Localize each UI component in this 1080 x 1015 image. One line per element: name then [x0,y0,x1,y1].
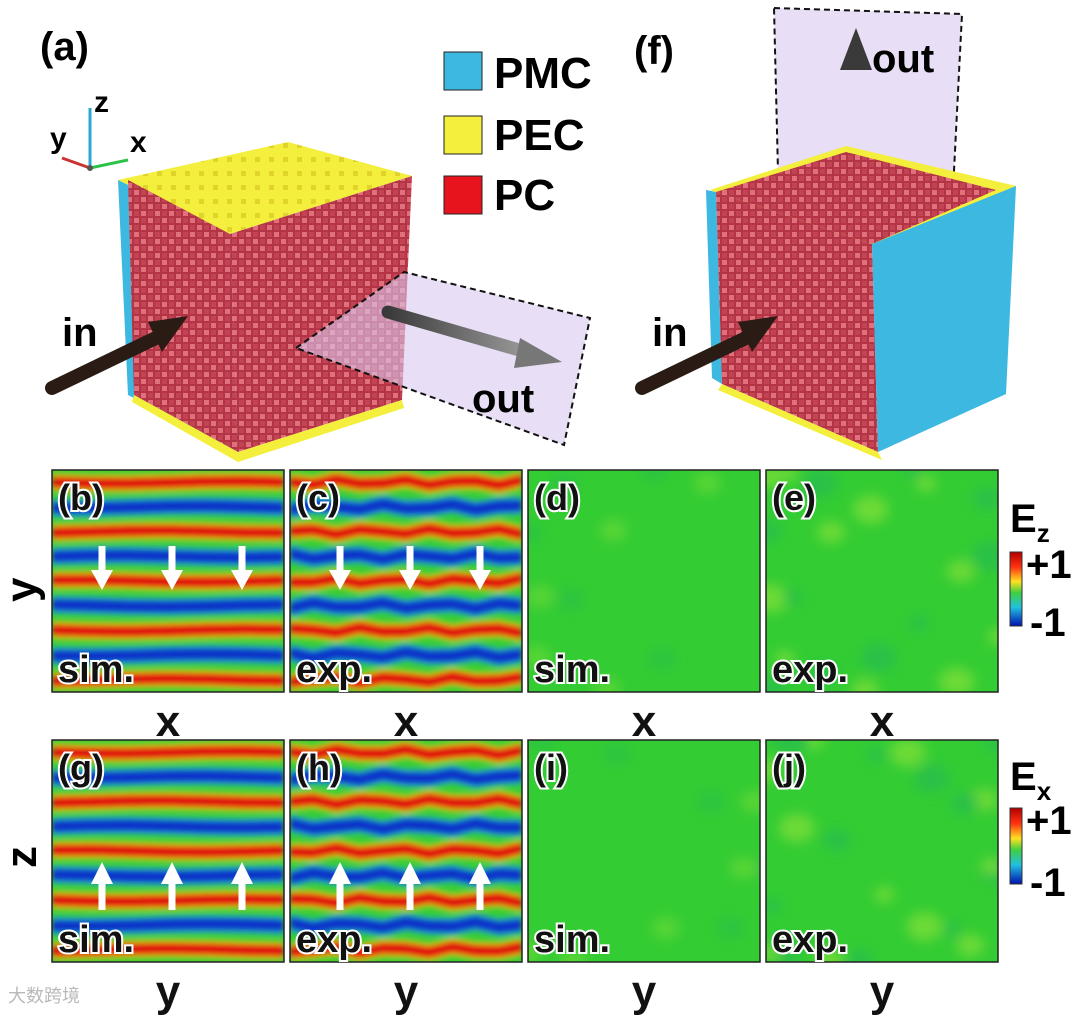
legend-swatch-pec [443,115,483,155]
panel-tag: exp. [296,919,372,961]
colorbar-ex-max: +1 [1026,799,1072,843]
panel-label: (g) [58,747,104,788]
output-arrow-up [840,28,872,185]
colorbar-ez: Ez +1 -1 [1009,497,1072,645]
watermark: 大数跨境 [8,986,80,1007]
output-label: out [472,377,534,421]
pec-bottom-edge [132,395,404,462]
field-panel-c: (c) exp. x [289,469,523,746]
pc-front-face-f [716,192,878,452]
panel-tag: sim. [534,919,610,961]
panel-tag: sim. [534,649,610,691]
field-panel-g: (g) sim. y [51,739,285,1015]
panel-xlabel: y [870,967,895,1015]
output-arrow [381,305,562,368]
pmc-right-face-f [872,186,1016,452]
input-arrow-f [635,316,778,395]
pmc-left-face-f [706,190,722,384]
panel-f-label: (f) [634,29,674,73]
axis-triad: z y x [50,86,147,171]
pc-right-face [230,176,412,452]
panel-label: (b) [58,477,104,518]
colorbar-ex-min: -1 [1030,861,1066,905]
colorbar-ez-min: -1 [1030,601,1066,645]
legend-swatch-pc [443,175,483,215]
panel-label: (c) [296,477,340,518]
panel-tag: sim. [58,919,134,961]
panel-a: (a) z y x in out [40,25,592,462]
row2-panels: (g) sim. y (h) exp. y (i) sim. y (j) exp. y [51,739,999,1015]
field-panel-d: (d) sim. x [527,469,761,746]
axis-x-label: x [130,126,147,159]
field-panel-h: (h) exp. y [289,739,523,1015]
pc-front-face [128,180,238,452]
panel-f: (f) out in [634,6,1016,460]
panel-tag: exp. [772,919,848,961]
field-panel-i: (i) sim. y [527,739,761,1015]
colorbar-ex-gradient [1009,807,1023,885]
axis-z-label: z [94,86,109,119]
row2-axis-z: z [0,846,46,868]
panel-tag: exp. [296,649,372,691]
axis-y-label: y [50,122,67,155]
output-label-f: out [872,37,934,81]
legend-swatch-pmc [443,51,483,91]
panel-xlabel: x [632,697,657,746]
legend-label-pc: PC [494,171,555,220]
colorbar-ex-field: Ex [1010,755,1052,806]
panel-label: (e) [772,477,816,518]
panel-label: (d) [534,477,580,518]
field-panel-b: (b) sim. x [51,469,285,746]
field-panel-j: (j) exp. y [765,739,999,1015]
input-arrow [45,316,188,395]
panel-tag: exp. [772,649,848,691]
colorbar-ez-gradient [1009,551,1023,627]
panel-xlabel: y [156,967,181,1015]
panel-xlabel: x [394,697,419,746]
pec-bottom-edge-f [718,384,882,460]
panel-label: (h) [296,747,342,788]
legend-label-pmc: PMC [494,49,592,98]
colorbar-ez-max: +1 [1026,543,1072,587]
colorbar-ex: Ex +1 -1 [1009,755,1072,905]
legend-label-pec: PEC [494,111,584,160]
pc-top-face-f [716,152,996,244]
panel-xlabel: x [870,697,895,746]
panel-tag: sim. [58,649,134,691]
panel-xlabel: x [156,697,181,746]
input-label: in [62,311,98,355]
field-panel-e: (e) exp. x [765,469,999,746]
colorbar-ez-field: Ez [1010,497,1050,548]
legend: PMC PEC PC [443,49,592,220]
row1-axis-y: y [0,577,46,602]
row1-panels: (b) sim. x (c) exp. x (d) sim. x (e) exp. x [51,469,999,746]
panel-xlabel: y [394,967,419,1015]
pec-top-face [118,142,412,234]
panel-label: (j) [772,747,806,788]
panel-a-label: (a) [40,25,89,69]
panel-label: (i) [534,747,568,788]
input-label-f: in [652,311,688,355]
output-plane [293,270,592,447]
panel-xlabel: y [632,967,657,1015]
